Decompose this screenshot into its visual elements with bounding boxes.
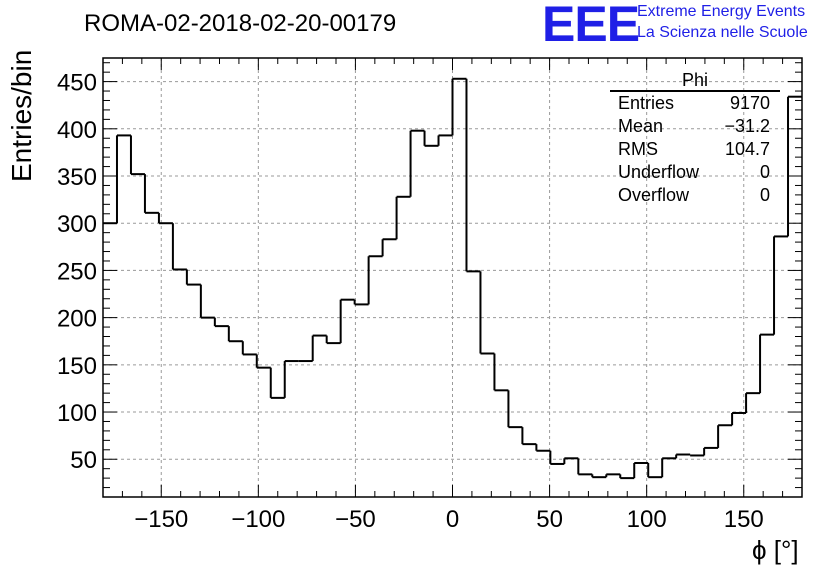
stats-label: RMS [618,139,658,159]
x-tick-label: 150 [724,506,764,533]
stats-title: Phi [681,70,708,90]
stats-label: Mean [618,116,664,136]
stats-label: Underflow [618,162,700,182]
eee-logo: EEE [542,0,640,52]
stats-row-overflow: Overflow 0 [610,184,780,207]
stats-row-mean: Mean −31.2 [610,115,780,138]
stats-value: 0 [759,185,770,205]
logo-text-line1: Extreme Energy Events [637,3,806,20]
x-axis-label: ϕ [°] [752,535,799,565]
y-axis-label: Entries/bin [6,49,37,182]
y-tick-label: 100 [57,400,97,427]
x-tick-label: −150 [134,506,188,533]
stats-box: Phi Entries 9170 Mean −31.2 RMS 104.7 Under… [610,70,780,207]
stats-divider [610,90,780,92]
stats-value: 104.7 [724,139,770,159]
stats-row-rms: RMS 104.7 [610,138,780,161]
y-tick-label: 250 [57,258,97,285]
x-tick-label: −100 [231,506,285,533]
y-tick-label: 450 [57,70,97,97]
y-tick-label: 350 [57,164,97,191]
x-tick-label: 50 [536,506,563,533]
logo-text-line2: La Scienza nelle Scuole [637,24,808,41]
x-tick-label: −50 [335,506,376,533]
y-tick-label: 150 [57,353,97,380]
stats-value: 9170 [729,93,770,113]
stats-value: −31.2 [724,116,770,136]
y-tick-label: 200 [57,306,97,333]
y-tick-label: 400 [57,117,97,144]
x-tick-label: 0 [446,506,459,533]
stats-label: Entries [618,93,675,113]
stats-value: 0 [759,162,770,182]
y-tick-label: 50 [70,447,97,474]
x-tick-label: 100 [627,506,667,533]
chart-title: ROMA-02-2018-02-20-00179 [84,10,397,37]
stats-row-entries: Entries 9170 [610,92,780,115]
stats-label: Overflow [618,185,690,205]
y-tick-label: 300 [57,211,97,238]
stats-row-underflow: Underflow 0 [610,161,780,184]
